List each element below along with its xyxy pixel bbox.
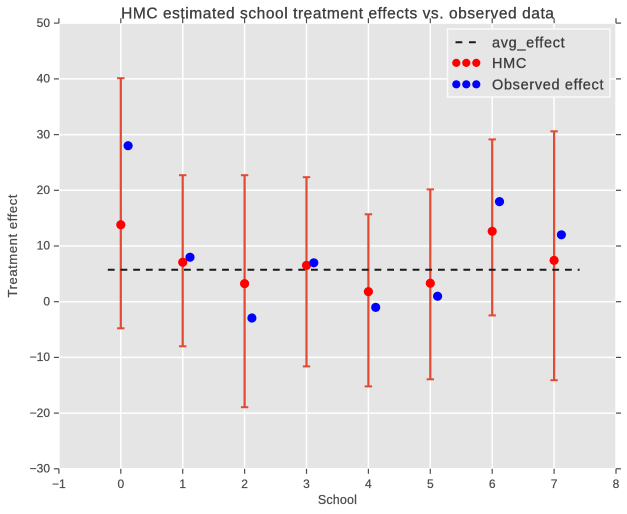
svg-text:1: 1 (179, 477, 186, 491)
svg-text:School: School (318, 493, 357, 507)
svg-text:0: 0 (43, 294, 50, 308)
svg-text:30: 30 (37, 127, 51, 141)
svg-text:2: 2 (241, 477, 248, 491)
svg-text:50: 50 (37, 16, 51, 30)
svg-text:3: 3 (303, 477, 310, 491)
svg-text:7: 7 (551, 477, 558, 491)
svg-text:5: 5 (427, 477, 434, 491)
svg-text:6: 6 (489, 477, 496, 491)
svg-text:−20: −20 (30, 406, 51, 420)
svg-text:10: 10 (37, 239, 51, 253)
svg-text:4: 4 (365, 477, 372, 491)
svg-text:HMC: HMC (492, 56, 527, 72)
svg-text:20: 20 (37, 183, 51, 197)
svg-text:8: 8 (613, 477, 620, 491)
svg-text:0: 0 (117, 477, 124, 491)
svg-text:HMC estimated school treatment: HMC estimated school treatment effects v… (121, 6, 554, 23)
svg-text:Observed effect: Observed effect (492, 77, 604, 93)
svg-text:avg_effect: avg_effect (492, 36, 565, 52)
svg-text:Treatment effect: Treatment effect (5, 194, 20, 298)
svg-text:−30: −30 (30, 462, 51, 476)
svg-text:−10: −10 (30, 350, 51, 364)
svg-text:−1: −1 (52, 477, 66, 491)
svg-text:40: 40 (37, 72, 51, 86)
